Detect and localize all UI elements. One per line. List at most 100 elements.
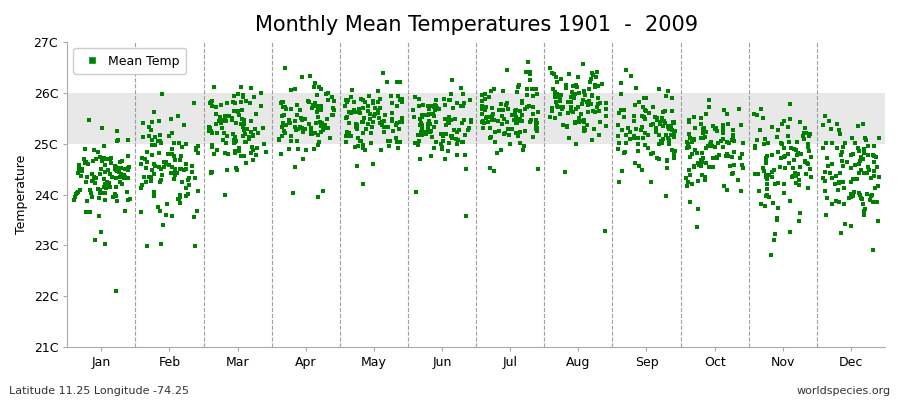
Point bbox=[864, 192, 878, 199]
Point bbox=[172, 165, 186, 172]
Point bbox=[619, 140, 634, 146]
Point bbox=[191, 150, 205, 156]
Point bbox=[202, 100, 217, 107]
Point bbox=[188, 243, 202, 249]
Point bbox=[683, 135, 698, 142]
Point bbox=[251, 130, 266, 136]
Point bbox=[824, 160, 839, 167]
Point bbox=[431, 106, 446, 112]
Point bbox=[634, 112, 649, 119]
Point bbox=[288, 123, 302, 130]
Point bbox=[87, 180, 102, 186]
Point bbox=[417, 112, 431, 118]
Point bbox=[590, 103, 604, 110]
Point bbox=[832, 180, 846, 186]
Point bbox=[361, 103, 375, 109]
Point bbox=[455, 90, 470, 97]
Point bbox=[103, 171, 117, 178]
Point bbox=[275, 133, 290, 140]
Point bbox=[496, 106, 510, 113]
Point bbox=[766, 167, 780, 173]
Point bbox=[834, 148, 849, 155]
Point bbox=[121, 153, 135, 159]
Point bbox=[416, 130, 430, 136]
Point bbox=[213, 120, 228, 126]
Point bbox=[232, 112, 247, 118]
Point bbox=[683, 199, 698, 206]
Point bbox=[437, 130, 452, 137]
Point bbox=[716, 126, 731, 133]
Point bbox=[150, 204, 165, 210]
Point bbox=[501, 126, 516, 132]
Point bbox=[495, 121, 509, 127]
Point bbox=[218, 116, 232, 122]
Point bbox=[101, 166, 115, 173]
Point bbox=[308, 130, 322, 136]
Point bbox=[696, 155, 710, 161]
Point bbox=[310, 92, 324, 98]
Point bbox=[68, 194, 83, 200]
Point bbox=[804, 154, 818, 160]
Point bbox=[162, 162, 176, 169]
Point bbox=[112, 168, 127, 175]
Point bbox=[463, 97, 477, 104]
Point bbox=[165, 164, 179, 170]
Point bbox=[244, 85, 258, 92]
Point bbox=[151, 150, 166, 157]
Point bbox=[218, 192, 232, 198]
Point bbox=[174, 156, 188, 163]
Point bbox=[775, 140, 789, 147]
Point bbox=[189, 147, 203, 154]
Point bbox=[186, 99, 201, 106]
Point bbox=[682, 144, 697, 150]
Point bbox=[166, 152, 181, 159]
Point bbox=[591, 132, 606, 138]
Point bbox=[762, 172, 777, 178]
Point bbox=[441, 118, 455, 124]
Point bbox=[395, 96, 410, 102]
Point bbox=[298, 116, 312, 122]
Point bbox=[289, 125, 303, 132]
Point bbox=[383, 92, 398, 99]
Point bbox=[716, 136, 730, 142]
Point bbox=[168, 157, 183, 163]
Point bbox=[159, 201, 174, 207]
Point bbox=[118, 174, 132, 181]
Point bbox=[283, 146, 297, 153]
Point bbox=[111, 137, 125, 143]
Point bbox=[290, 102, 304, 108]
Point bbox=[760, 181, 774, 188]
Point bbox=[593, 100, 608, 106]
Point bbox=[242, 100, 256, 106]
Point bbox=[428, 97, 443, 104]
Point bbox=[820, 194, 834, 201]
Point bbox=[716, 122, 730, 129]
Point bbox=[627, 135, 642, 141]
Point bbox=[660, 165, 674, 172]
Point bbox=[144, 127, 158, 134]
Point bbox=[759, 155, 773, 161]
Point bbox=[425, 134, 439, 140]
Point bbox=[846, 176, 860, 182]
Point bbox=[349, 122, 364, 128]
Point bbox=[667, 119, 681, 125]
Point bbox=[566, 92, 580, 98]
Point bbox=[612, 179, 626, 185]
Point bbox=[574, 100, 589, 107]
Point bbox=[757, 140, 771, 147]
Point bbox=[247, 132, 261, 139]
Point bbox=[165, 151, 179, 157]
Point bbox=[205, 144, 220, 150]
Point bbox=[641, 144, 655, 151]
Point bbox=[853, 192, 868, 198]
Point bbox=[598, 113, 613, 120]
Point bbox=[413, 122, 428, 128]
Point bbox=[229, 138, 243, 144]
Point bbox=[861, 164, 876, 171]
Point bbox=[709, 155, 724, 162]
Point bbox=[615, 168, 629, 174]
Point bbox=[85, 178, 99, 184]
Point bbox=[682, 130, 697, 137]
Point bbox=[455, 120, 470, 126]
Point bbox=[592, 107, 607, 114]
